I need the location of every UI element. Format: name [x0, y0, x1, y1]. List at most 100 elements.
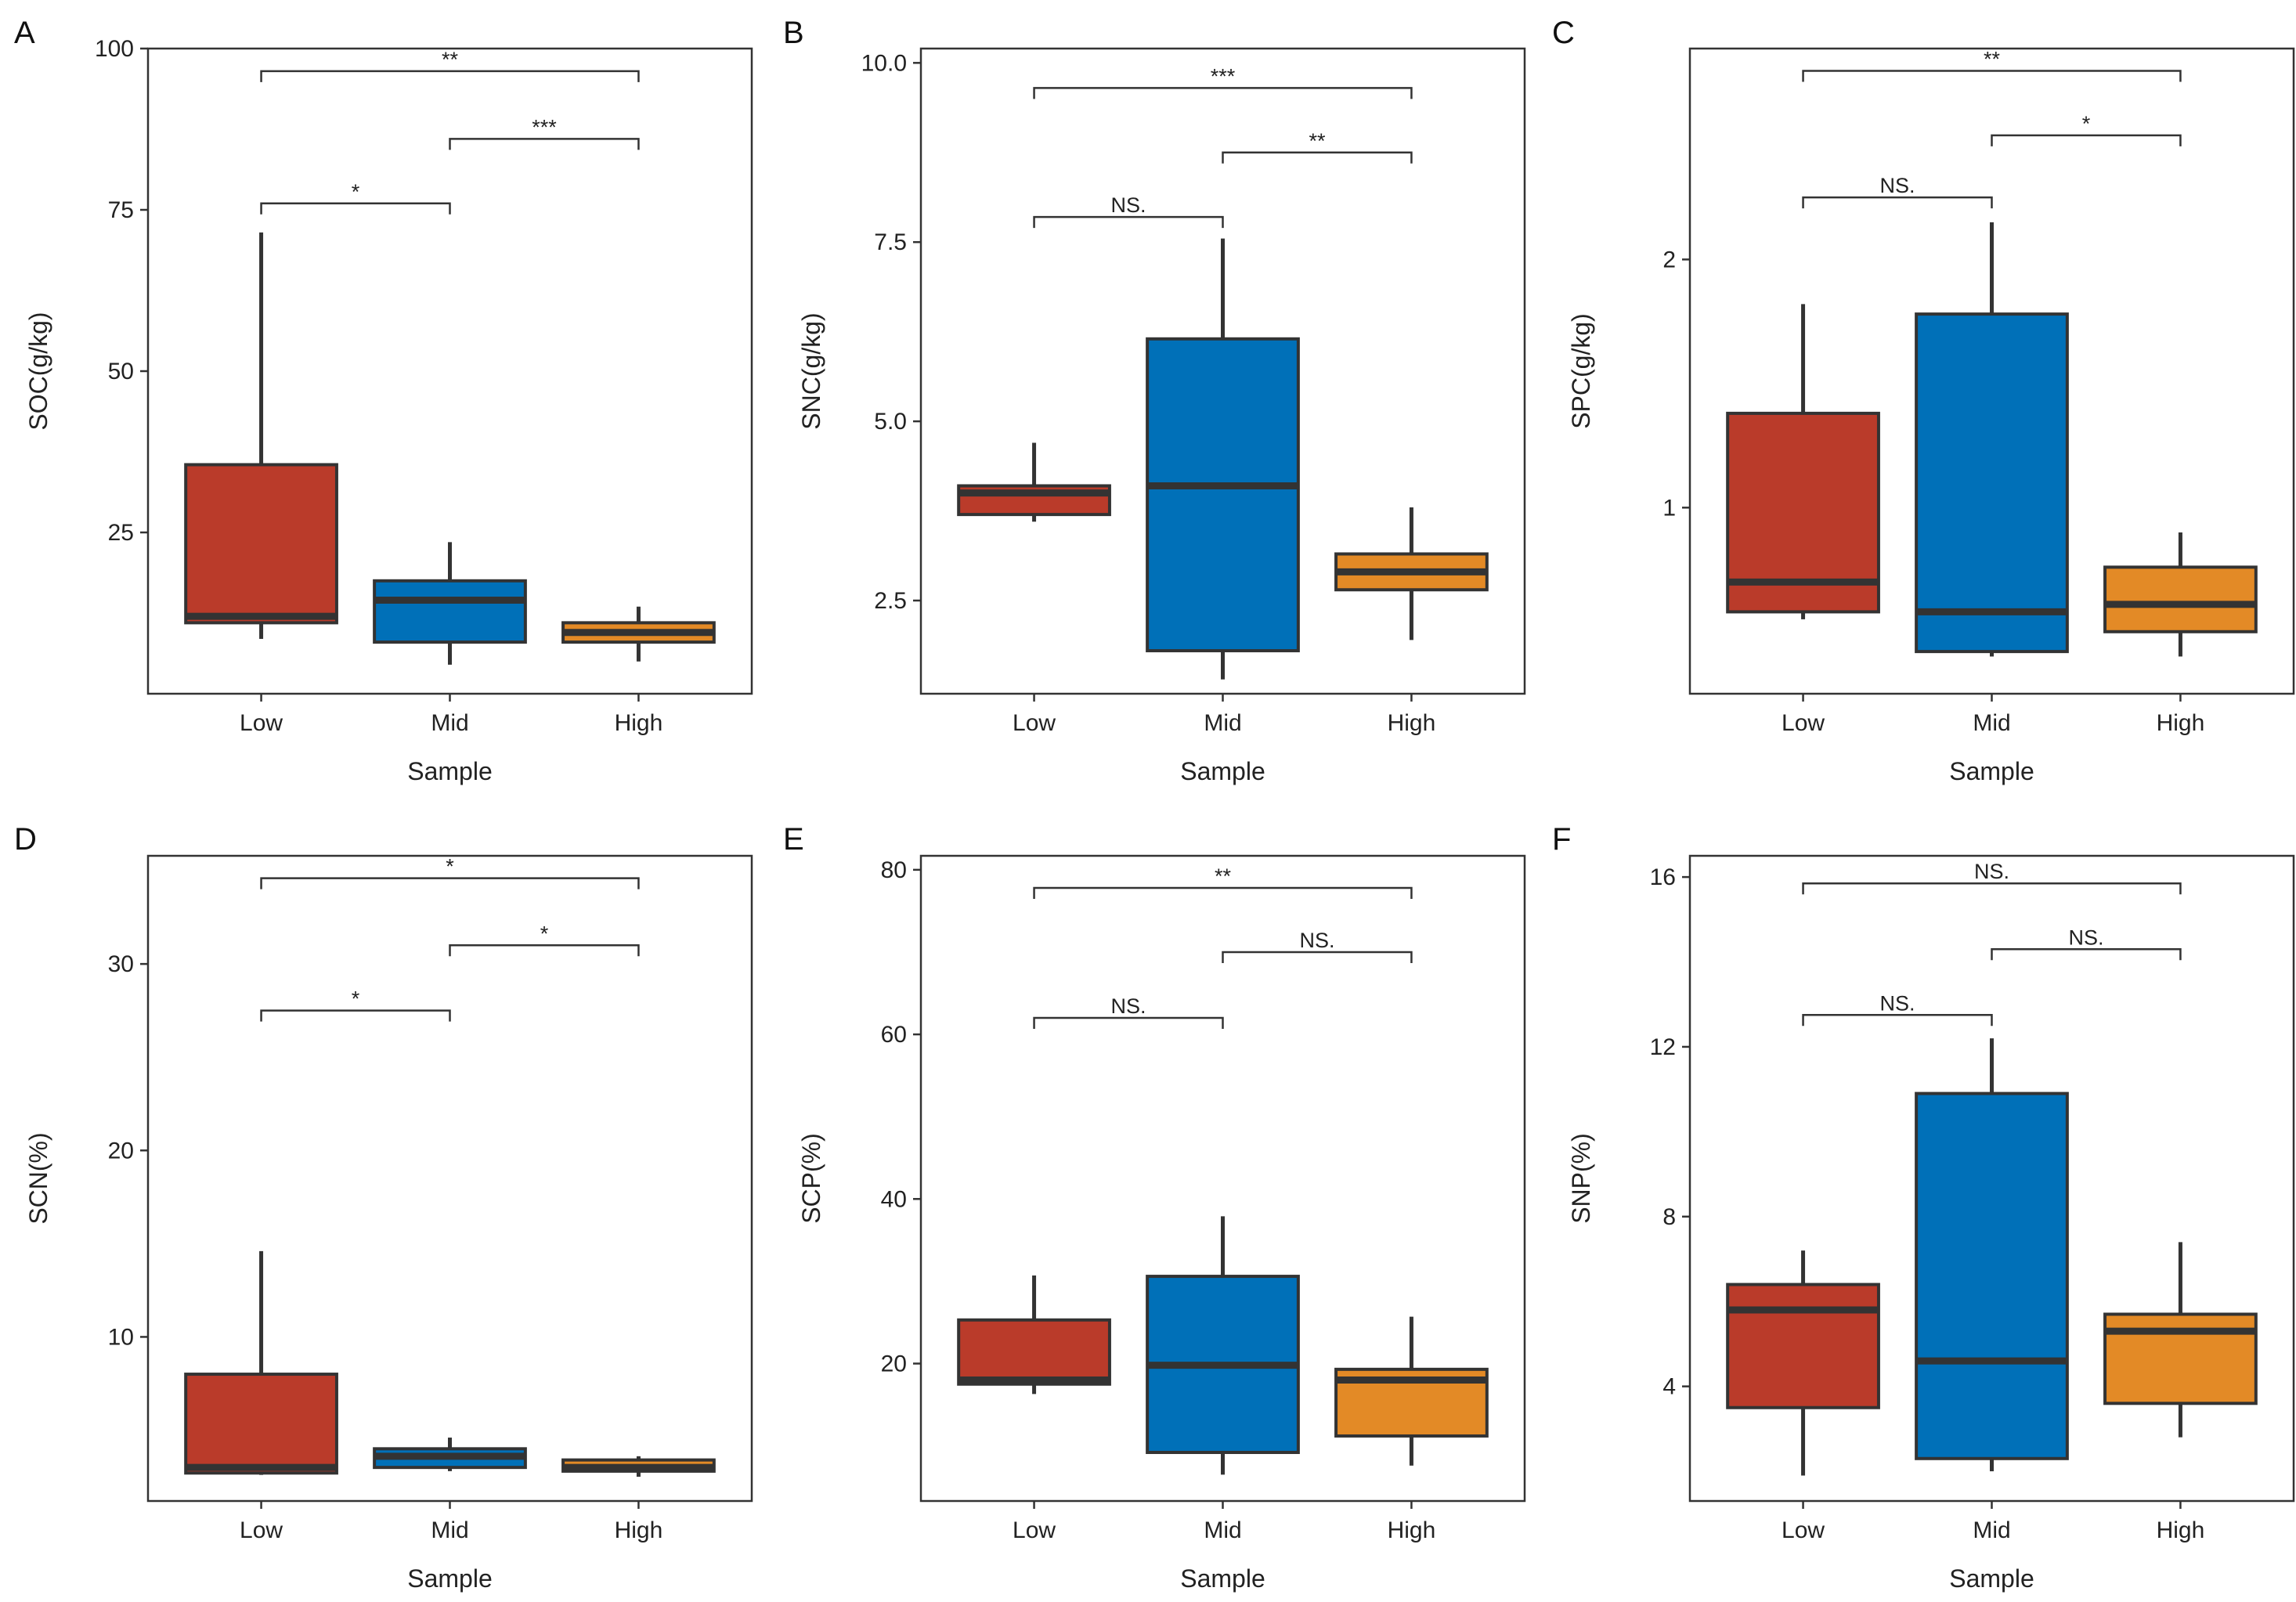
significance-bracket: ***	[1033, 64, 1413, 99]
x-tick-label: Mid	[1973, 710, 2010, 736]
y-axis-title: SCN(%)	[24, 1132, 52, 1224]
box-iqr	[957, 1318, 1111, 1386]
significance-bracket: **	[1802, 48, 2182, 82]
x-tick-label: Mid	[1204, 710, 1241, 736]
y-tick-label: 25	[108, 520, 134, 546]
y-axis-title: SPC(g/kg)	[1567, 313, 1595, 429]
bracket-line	[1222, 951, 1413, 963]
x-axis-title: Sample	[407, 757, 493, 785]
significance-bracket: NS.	[1802, 174, 1993, 209]
significance-bracket: NS.	[1033, 994, 1224, 1030]
significance-bracket: NS.	[1033, 193, 1224, 229]
bracket-line	[1802, 196, 1993, 209]
panel-F: F 4 8 12 16 SNP(%) Low Mid High Sample NS. NS. NS.	[1552, 822, 2295, 1593]
bracket-line	[1802, 70, 2182, 82]
y-tick-label: 75	[108, 197, 134, 223]
box-mid	[1915, 1038, 2069, 1472]
significance-label: *	[540, 922, 549, 945]
box-low	[957, 1275, 1111, 1395]
significance-label: NS.	[1299, 929, 1334, 952]
y-tick-label: 20	[881, 1351, 907, 1376]
y-tick-label: 40	[881, 1186, 907, 1212]
y-tick-label: 2.5	[874, 588, 907, 614]
x-tick-label: Low	[1782, 1517, 1825, 1543]
box-high	[561, 606, 716, 662]
significance-label: **	[442, 48, 459, 71]
significance-label: *	[352, 180, 360, 204]
y-axis-title: SCP(%)	[797, 1133, 825, 1224]
x-axis-title: Sample	[1949, 757, 2034, 785]
y-tick-label: 30	[108, 951, 134, 977]
bracket-line	[1033, 87, 1413, 99]
bracket-line	[1802, 1014, 1993, 1027]
box-high	[561, 1456, 716, 1478]
x-tick-label: Low	[1013, 710, 1056, 736]
significance-bracket: *	[1991, 112, 2182, 146]
bracket-line	[1991, 948, 2182, 961]
bracket-line	[1033, 1016, 1224, 1030]
box-high	[1334, 1316, 1489, 1466]
significance-label: NS.	[1111, 193, 1146, 217]
box-mid	[373, 1438, 527, 1471]
significance-label: ***	[1211, 64, 1236, 88]
significance-bracket: NS.	[1802, 860, 2182, 895]
box-iqr	[1915, 312, 2069, 654]
significance-label: *	[2082, 112, 2091, 135]
panel-B: B 2.5 5.0 7.5 10.0 SNC(g/kg) Low Mid High Sample N…	[783, 16, 1526, 785]
box-mid	[1915, 222, 2069, 657]
significance-bracket: ***	[449, 115, 640, 150]
box-iqr	[2103, 1312, 2258, 1405]
box-iqr	[184, 463, 338, 625]
y-axis-title: SNP(%)	[1567, 1133, 1595, 1224]
significance-label: **	[1309, 129, 1326, 153]
bracket-line	[1802, 882, 2182, 895]
bracket-line	[1033, 215, 1224, 229]
y-tick-label: 12	[1650, 1034, 1676, 1060]
x-axis-title: Sample	[407, 1564, 493, 1593]
bracket-line	[1991, 134, 2182, 146]
significance-label: ***	[532, 115, 557, 139]
significance-label: NS.	[1974, 860, 2009, 883]
y-tick-label: 7.5	[874, 229, 907, 255]
significance-bracket: **	[1222, 129, 1413, 164]
box-low	[184, 232, 338, 639]
box-mid	[1146, 1216, 1300, 1475]
x-axis-title: Sample	[1180, 757, 1265, 785]
box-low	[184, 1250, 338, 1475]
y-axis-title: SOC(g/kg)	[24, 312, 52, 430]
x-tick-label: High	[615, 1517, 663, 1543]
x-tick-label: Mid	[1204, 1517, 1241, 1543]
bracket-line	[260, 70, 640, 82]
box-high	[2103, 532, 2258, 657]
panel-label: B	[783, 16, 804, 50]
significance-bracket: NS.	[1802, 991, 1993, 1027]
significance-label: NS.	[2068, 925, 2103, 949]
box-iqr	[184, 1373, 338, 1475]
y-tick-label: 60	[881, 1022, 907, 1048]
bracket-line	[260, 877, 640, 889]
y-tick-label: 50	[108, 359, 134, 384]
box-iqr	[1915, 1091, 2069, 1460]
box-mid	[373, 542, 527, 665]
x-tick-label: High	[1388, 1517, 1436, 1543]
x-tick-label: Mid	[431, 1517, 468, 1543]
y-tick-label: 16	[1650, 864, 1676, 890]
x-tick-label: High	[1388, 710, 1436, 736]
x-tick-label: Low	[240, 710, 283, 736]
x-tick-label: High	[2157, 710, 2205, 736]
significance-label: NS.	[1880, 991, 1915, 1015]
significance-label: *	[352, 987, 360, 1011]
significance-label: **	[1984, 48, 2001, 71]
bracket-line	[1222, 151, 1413, 164]
significance-bracket: **	[1033, 864, 1413, 899]
box-iqr	[1726, 1283, 1880, 1409]
significance-bracket: **	[260, 48, 640, 82]
box-iqr	[373, 579, 527, 644]
bracket-line	[449, 138, 640, 150]
x-axis-title: Sample	[1949, 1564, 2034, 1593]
panel-label: A	[14, 16, 35, 50]
y-tick-label: 1	[1662, 495, 1676, 521]
significance-label: **	[1215, 864, 1232, 888]
box-mid	[1146, 238, 1300, 680]
significance-bracket: NS.	[1222, 929, 1413, 963]
